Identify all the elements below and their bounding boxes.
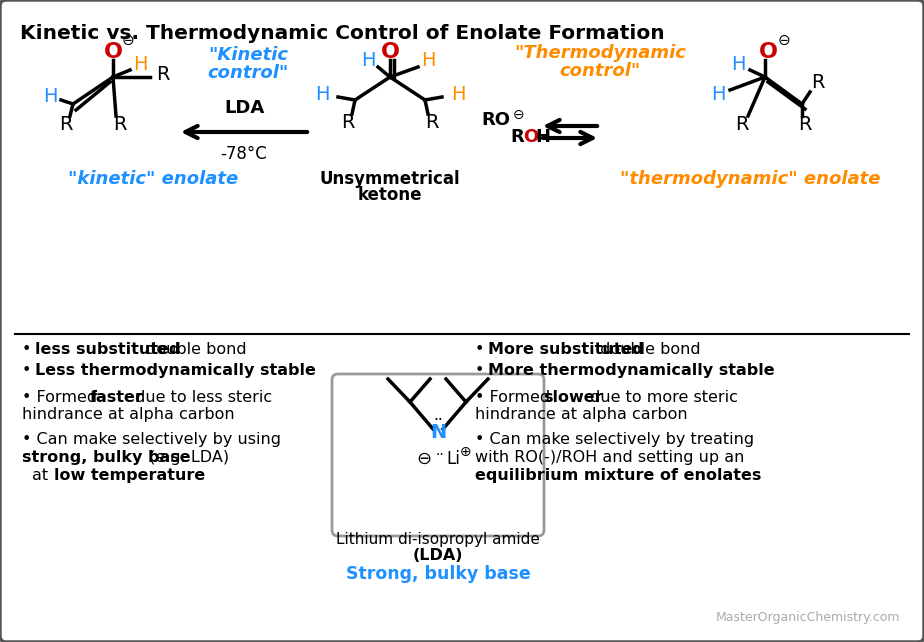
Text: ⊕: ⊕ [460,445,472,459]
Text: R: R [425,112,439,132]
Text: control": control" [207,64,288,82]
Text: less substituted: less substituted [35,342,180,357]
Text: •: • [475,342,490,357]
Text: faster: faster [90,390,144,405]
Text: R: R [811,73,825,92]
Text: •: • [22,363,37,378]
Text: ⊖: ⊖ [417,450,432,468]
Text: Less thermodynamically stable: Less thermodynamically stable [35,363,316,378]
Text: O: O [759,42,777,62]
Text: R: R [798,114,812,134]
Text: double bond: double bond [141,342,247,357]
Text: H: H [43,87,57,107]
Text: "Thermodynamic: "Thermodynamic [514,44,686,62]
Text: O: O [523,128,539,146]
Text: R: R [59,114,73,134]
Text: hindrance at alpha carbon: hindrance at alpha carbon [475,407,687,422]
Text: • Can make selectively by using: • Can make selectively by using [22,432,281,447]
Text: -78°C: -78°C [221,145,267,163]
Text: "thermodynamic" enolate: "thermodynamic" enolate [620,170,881,188]
Text: • Formed: • Formed [475,390,555,405]
Text: due to more steric: due to more steric [585,390,738,405]
Text: N: N [430,424,446,442]
Text: "kinetic" enolate: "kinetic" enolate [68,170,238,188]
Text: MasterOrganicChemistry.com: MasterOrganicChemistry.com [715,611,900,624]
Text: double bond: double bond [595,342,700,357]
Text: (LDA): (LDA) [413,548,463,563]
Text: "Kinetic: "Kinetic [208,46,288,64]
Text: due to less steric: due to less steric [130,390,273,405]
Text: equilibrium mixture of enolates: equilibrium mixture of enolates [475,468,761,483]
Text: at: at [32,468,54,483]
Text: R: R [114,114,127,134]
Text: H: H [711,85,725,103]
Text: strong, bulky base: strong, bulky base [22,450,190,465]
FancyBboxPatch shape [332,374,544,536]
Text: LDA: LDA [224,99,264,117]
Text: Lithium di-isopropyl amide: Lithium di-isopropyl amide [336,532,540,547]
Text: ⊖: ⊖ [122,33,134,48]
Text: • Can make selectively by treating: • Can make selectively by treating [475,432,754,447]
Text: hindrance at alpha carbon: hindrance at alpha carbon [22,407,235,422]
Text: control": control" [559,62,640,80]
Text: R: R [156,64,170,83]
Text: O: O [103,42,123,62]
Text: R: R [736,114,748,134]
Text: low temperature: low temperature [54,468,205,483]
Text: •: • [475,363,490,378]
Text: H: H [535,128,550,146]
Text: H: H [360,51,375,69]
Text: slower: slower [543,390,602,405]
Text: More substituted: More substituted [488,342,644,357]
Text: ··: ·· [433,413,443,428]
Text: R: R [341,112,355,132]
Text: • Formed: • Formed [22,390,103,405]
Text: Kinetic vs. Thermodynamic Control of Enolate Formation: Kinetic vs. Thermodynamic Control of Eno… [20,24,664,43]
Text: RO: RO [481,111,510,129]
Text: H: H [451,85,466,103]
Text: ketone: ketone [358,186,422,204]
Text: H: H [133,55,147,73]
Text: (e.g. LDA): (e.g. LDA) [144,450,229,465]
Text: H: H [315,85,329,103]
Text: with RO(-)/ROH and setting up an: with RO(-)/ROH and setting up an [475,450,745,465]
Text: O: O [381,42,399,62]
Text: Unsymmetrical: Unsymmetrical [320,170,460,188]
Text: More thermodynamically stable: More thermodynamically stable [488,363,774,378]
Text: ⊖: ⊖ [513,108,525,122]
Text: H: H [731,55,746,73]
Text: •: • [22,342,37,357]
Text: Li: Li [446,450,460,468]
Text: H: H [420,51,435,69]
Text: Strong, bulky base: Strong, bulky base [346,565,530,583]
Text: R: R [510,128,524,146]
Text: ⊖: ⊖ [778,33,790,48]
Text: ··: ·· [435,448,444,462]
